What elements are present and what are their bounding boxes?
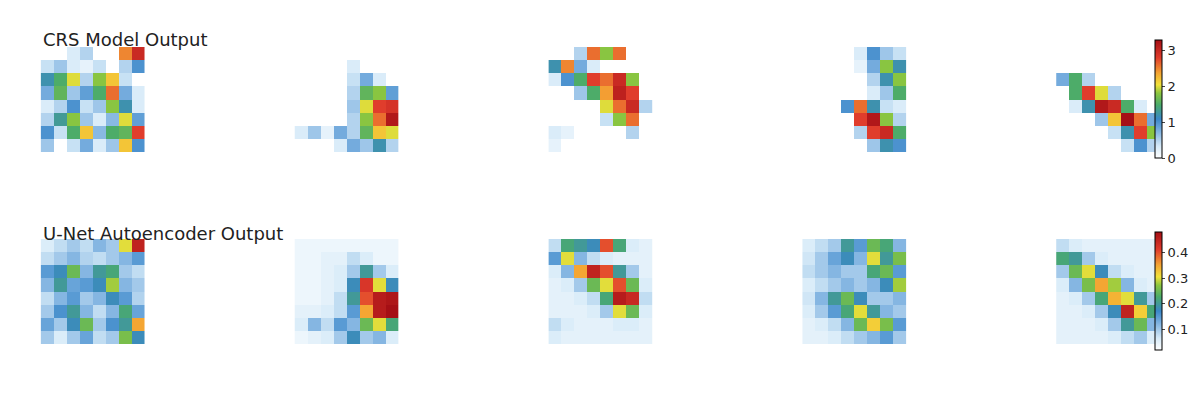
- svg-text:0.3: 0.3: [1168, 271, 1189, 286]
- svg-text:0.4: 0.4: [1168, 245, 1189, 260]
- svg-text:U-Net Autoencoder Output: U-Net Autoencoder Output: [43, 223, 283, 244]
- svg-text:1: 1: [1168, 115, 1176, 130]
- svg-text:0: 0: [1168, 151, 1176, 166]
- svg-text:CRS Model Output: CRS Model Output: [43, 29, 208, 50]
- svg-text:3: 3: [1168, 43, 1176, 58]
- svg-text:0.2: 0.2: [1168, 296, 1189, 311]
- svg-text:0.1: 0.1: [1168, 322, 1189, 337]
- svg-text:2: 2: [1168, 79, 1176, 94]
